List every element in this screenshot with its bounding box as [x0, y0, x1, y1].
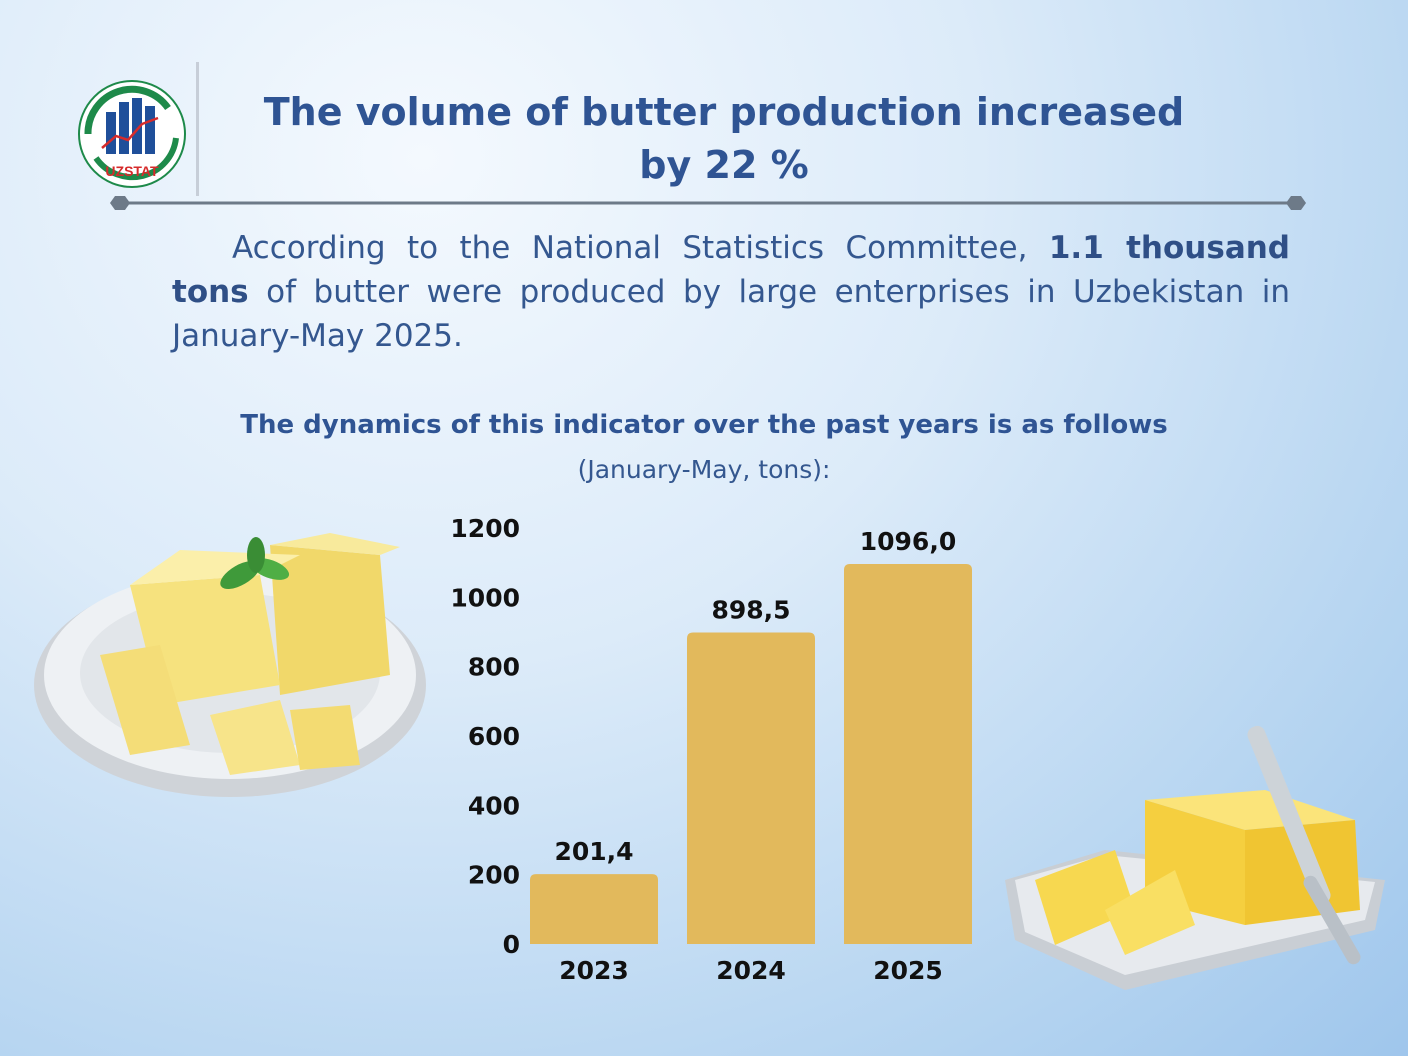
value-label-2025: 1096,0 [860, 527, 956, 556]
x-tick-label-2024: 2024 [716, 956, 786, 985]
bar-2024 [687, 632, 815, 944]
butter-plate-image [34, 533, 426, 797]
butter-dish-image [1005, 725, 1385, 990]
y-tick-label: 1000 [450, 583, 520, 612]
intro-part-1: According to the National Statistics Com… [232, 230, 1049, 266]
title-line-2: by 22 % [639, 143, 809, 187]
bars [530, 564, 972, 944]
x-tick-label-2025: 2025 [873, 956, 943, 985]
y-tick-label: 1200 [450, 514, 520, 543]
title-line-1: The volume of butter production increase… [263, 90, 1185, 134]
value-label-2023: 201,4 [554, 837, 633, 866]
butter-production-chart: 0 200 400 600 800 1000 1200 201,4 898,5 1096,0 2… [450, 514, 972, 985]
y-axis: 0 200 400 600 800 1000 1200 [450, 514, 520, 959]
chart-subtitle: The dynamics of this indicator over the … [240, 410, 1168, 440]
logo-text: UZSTAT [105, 163, 159, 179]
x-tick-label-2023: 2023 [559, 956, 629, 985]
y-tick-label: 200 [468, 861, 520, 890]
intro-highlight: 1.1 thousand tons [172, 230, 1290, 310]
y-tick-label: 600 [468, 722, 520, 751]
value-label-2024: 898,5 [711, 596, 790, 625]
value-labels: 201,4 898,5 1096,0 [554, 527, 956, 866]
chart-units: (January-May, tons): [577, 455, 831, 484]
x-axis: 2023 2024 2025 [559, 956, 943, 985]
page-title: The volume of butter production increase… [214, 86, 1234, 192]
mint-leaf-icon [220, 537, 290, 589]
y-tick-label: 400 [468, 791, 520, 820]
y-tick-label: 800 [468, 653, 520, 682]
intro-part-2: of butter were produced by large enterpr… [172, 274, 1290, 354]
bar-2025 [844, 564, 972, 944]
title-rule [110, 196, 1306, 210]
y-tick-label: 0 [503, 930, 520, 959]
logo-divider [196, 62, 199, 196]
uzstat-logo: UZSTAT [78, 80, 186, 188]
intro-paragraph: According to the National Statistics Com… [172, 226, 1290, 358]
bar-2023 [530, 874, 658, 944]
